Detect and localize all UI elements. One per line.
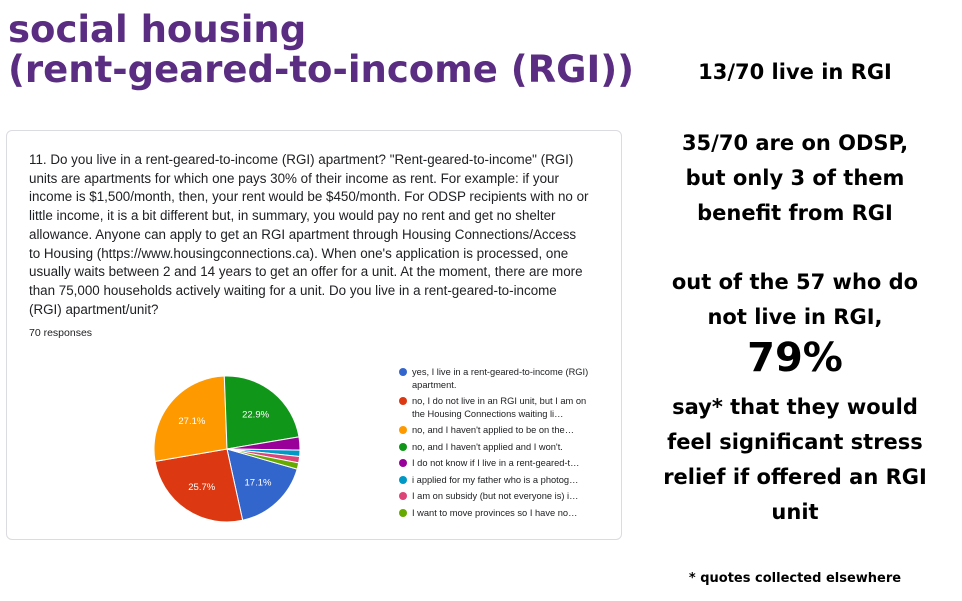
slide-title-line1: social housing: [8, 8, 307, 51]
legend-label-1: no, I do not live in an RGI unit, but I …: [412, 396, 587, 419]
question-text: 11. Do you live in a rent-geared-to-inco…: [29, 152, 589, 317]
stat-big-percent: 79%: [747, 335, 843, 381]
legend-swatch-0: [399, 368, 407, 376]
pie-slice-7: [226, 448, 300, 470]
stat-rgi-count: 13/70 live in RGI: [698, 60, 892, 84]
legend-label-4: I do not know if I live in a rent-geared…: [412, 458, 580, 468]
legend-label-0: yes, I live in a rent-geared-to-income (…: [412, 367, 589, 390]
slide-title: social housing (rent-geared-to-income (R…: [8, 10, 634, 90]
footnote: * quotes collected elsewhere: [688, 571, 902, 586]
legend-item-0: yes, I live in a rent-geared-to-income (…: [397, 366, 597, 391]
legend-item-1: no, I do not live in an RGI unit, but I …: [397, 395, 597, 420]
legend-item-3: no, and I haven't applied and I won't.: [397, 441, 597, 454]
legend-swatch-2: [399, 426, 407, 434]
legend-item-2: no, and I haven't applied to be on the…: [397, 424, 597, 437]
pie-slice-label-3: 22.9%: [242, 409, 269, 420]
pie-slice-label-1: 25.7%: [188, 482, 215, 493]
chart-legend: yes, I live in a rent-geared-to-income (…: [397, 366, 597, 523]
legend-swatch-7: [399, 508, 407, 517]
legend-item-5: i applied for my father who is a photog…: [397, 474, 597, 487]
pie-slice-label-2: 27.1%: [178, 416, 205, 427]
pie-slice-2: [153, 375, 228, 462]
legend-swatch-1: [399, 397, 407, 405]
legend-swatch-6: [399, 492, 407, 500]
pie-slice-1: [154, 448, 244, 523]
pie-slice-3: [223, 375, 300, 450]
pie-slice-label-0: 17.1%: [245, 478, 272, 489]
legend-item-7: I want to move provinces so I have no…: [397, 507, 597, 520]
pie-slice-0: [226, 448, 298, 521]
legend-item-4: I do not know if I live in a rent-geared…: [397, 457, 597, 470]
legend-label-3: no, and I haven't applied and I won't.: [412, 441, 563, 452]
legend-swatch-4: [399, 459, 407, 467]
response-count: 70 responses: [29, 327, 93, 339]
stat-non-rgi-intro: out of the 57 who do not live in RGI,: [671, 270, 919, 329]
legend-swatch-5: [399, 475, 407, 484]
legend-label-7: I want to move provinces so I have no…: [412, 507, 578, 518]
legend-swatch-3: [399, 442, 407, 451]
stat-stress-relief: say* that they would feel significant st…: [663, 395, 927, 524]
legend-label-6: I am on subsidy (but not everyone is) i…: [412, 491, 579, 501]
slide-title-line2: (rent-geared-to-income (RGI)): [8, 48, 635, 91]
legend-label-5: i applied for my father who is a photog…: [412, 474, 579, 485]
stat-odsp: 35/70 are on ODSP, but only 3 of them be…: [681, 131, 909, 225]
legend-item-6: I am on subsidy (but not everyone is) i…: [397, 490, 597, 503]
form-summary-card: 11. Do you live in a rent-geared-to-inco…: [6, 130, 622, 540]
pie-chart: 17.1% 25.7% 27.1% 22.9%: [153, 375, 301, 523]
legend-label-2: no, and I haven't applied to be on the…: [412, 425, 575, 435]
